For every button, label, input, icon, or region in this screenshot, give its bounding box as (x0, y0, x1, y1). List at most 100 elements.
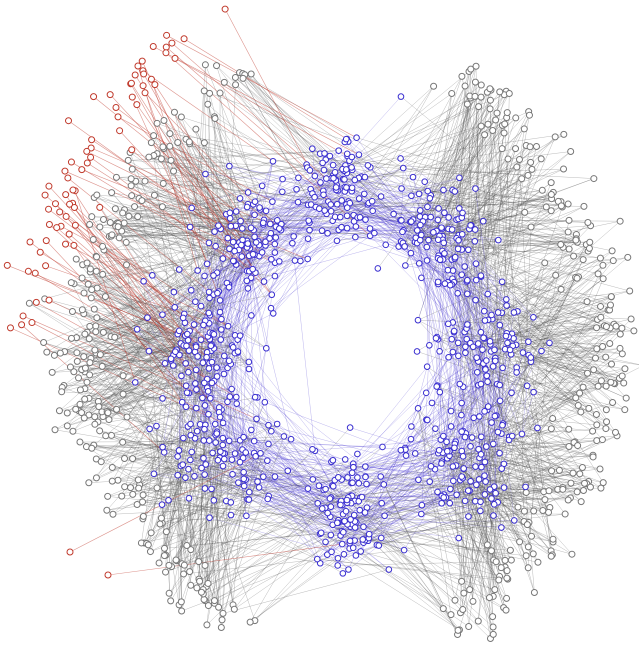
red-node (45, 296, 53, 304)
blue-node (407, 249, 415, 257)
gray-node (576, 389, 584, 397)
blue-node (445, 353, 452, 361)
gray-edge (84, 334, 215, 390)
gray-node (504, 155, 512, 163)
gray-edge (443, 497, 497, 562)
gray-edge (463, 380, 602, 388)
blue-edge (436, 335, 507, 387)
blue-node (377, 473, 384, 480)
blue-edge (249, 491, 345, 555)
blue-edge (411, 385, 479, 427)
blue-edge (362, 419, 427, 540)
blue-node (398, 185, 405, 192)
gray-edge (132, 169, 250, 363)
gray-node (487, 547, 495, 555)
red-node (45, 221, 53, 229)
gray-edge (143, 494, 232, 516)
blue-node (449, 477, 457, 485)
gray-edge (349, 429, 569, 544)
blue-node (218, 315, 225, 323)
blue-edge (173, 261, 280, 293)
gray-node (593, 421, 601, 429)
gray-edge (95, 352, 190, 499)
gray-node (159, 143, 167, 151)
gray-edge (84, 333, 213, 419)
blue-node (455, 352, 462, 360)
gray-node (180, 570, 188, 578)
gray-edge (530, 361, 607, 429)
blue-edge (176, 182, 321, 350)
blue-node (205, 288, 213, 296)
gray-edge (461, 182, 552, 250)
blue-node (146, 425, 153, 433)
gray-edge (461, 126, 482, 416)
gray-edge (54, 429, 232, 460)
blue-node (210, 272, 217, 279)
blue-node (200, 379, 208, 387)
gray-node (489, 623, 497, 631)
blue-edge (341, 200, 477, 264)
gray-edge (352, 495, 569, 501)
blue-edge (352, 419, 428, 483)
gray-node (475, 103, 483, 111)
blue-node (471, 237, 479, 245)
blue-node (185, 465, 192, 473)
gray-node (528, 532, 536, 540)
gray-node (567, 148, 575, 156)
blue-node (503, 296, 510, 303)
gray-edge (400, 158, 559, 202)
gray-node (627, 315, 635, 323)
gray-edge (512, 345, 639, 366)
blue-node (265, 421, 272, 429)
gray-edge (478, 449, 573, 555)
blue-node (483, 357, 490, 364)
blue-node (402, 262, 409, 269)
blue-edge (365, 461, 442, 467)
blue-edge (357, 477, 494, 516)
blue-node (469, 343, 477, 351)
gray-node (525, 111, 533, 119)
blue-node (434, 488, 441, 496)
blue-node (476, 413, 483, 420)
gray-node (204, 602, 212, 610)
blue-edge (456, 219, 529, 342)
blue-node (246, 488, 253, 496)
gray-edge (158, 352, 208, 564)
blue-edge (228, 284, 244, 458)
gray-edge (242, 73, 404, 169)
gray-edge (501, 93, 510, 434)
gray-edge (331, 461, 460, 631)
gray-edge (91, 446, 163, 449)
red-edge (72, 203, 175, 308)
gray-edge (122, 441, 163, 448)
gray-node (86, 220, 94, 228)
gray-node (515, 155, 523, 163)
gray-edge (89, 245, 237, 339)
gray-edge (404, 178, 594, 247)
gray-node (150, 132, 158, 140)
gray-edge (342, 504, 452, 615)
blue-edge (136, 329, 205, 430)
gray-node (177, 113, 185, 121)
blue-node (352, 552, 360, 559)
gray-node (95, 403, 103, 411)
gray-edge (204, 440, 210, 566)
blue-node (267, 427, 275, 435)
gray-node (466, 586, 474, 594)
gray-edge (138, 198, 180, 270)
gray-edge (443, 162, 531, 244)
gray-edge (163, 183, 250, 272)
gray-edge (462, 278, 578, 479)
gray-node (545, 508, 553, 516)
gray-edge (345, 165, 594, 179)
blue-node (424, 203, 431, 211)
blue-edge (468, 349, 506, 517)
blue-node (243, 277, 251, 285)
gray-node (96, 427, 104, 435)
gray-edge (436, 336, 579, 406)
gray-edge (79, 441, 244, 480)
blue-node (471, 226, 479, 233)
blue-node (418, 274, 425, 282)
gray-node (86, 371, 94, 379)
gray-edge (216, 65, 265, 220)
